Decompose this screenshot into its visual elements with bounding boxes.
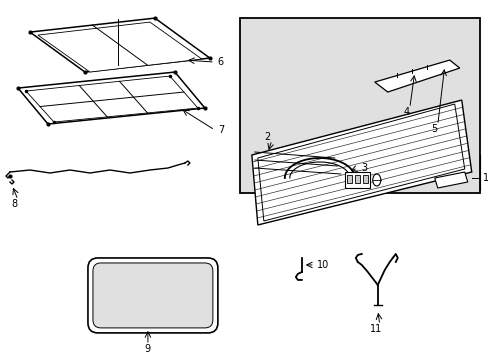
- Text: 3: 3: [361, 163, 367, 173]
- Bar: [240, 18, 479, 193]
- FancyBboxPatch shape: [93, 263, 212, 328]
- Text: 10: 10: [316, 260, 328, 270]
- Polygon shape: [38, 22, 202, 72]
- Bar: [346, 175, 351, 183]
- Text: 2: 2: [264, 132, 270, 142]
- Text: 8: 8: [11, 199, 17, 209]
- Polygon shape: [434, 172, 467, 188]
- Text: 5: 5: [431, 124, 437, 134]
- Text: 4: 4: [403, 107, 409, 117]
- Bar: [362, 175, 367, 183]
- Bar: [344, 172, 369, 188]
- Polygon shape: [374, 60, 459, 92]
- Polygon shape: [251, 100, 471, 225]
- Text: 7: 7: [218, 125, 224, 135]
- Text: 6: 6: [218, 57, 224, 67]
- Text: 1: 1: [482, 173, 488, 183]
- FancyBboxPatch shape: [88, 258, 218, 333]
- Text: 11: 11: [369, 324, 381, 334]
- Polygon shape: [18, 72, 204, 124]
- Polygon shape: [26, 76, 198, 122]
- Text: 9: 9: [144, 344, 151, 354]
- Bar: [354, 175, 359, 183]
- Ellipse shape: [372, 174, 380, 186]
- Polygon shape: [30, 18, 209, 72]
